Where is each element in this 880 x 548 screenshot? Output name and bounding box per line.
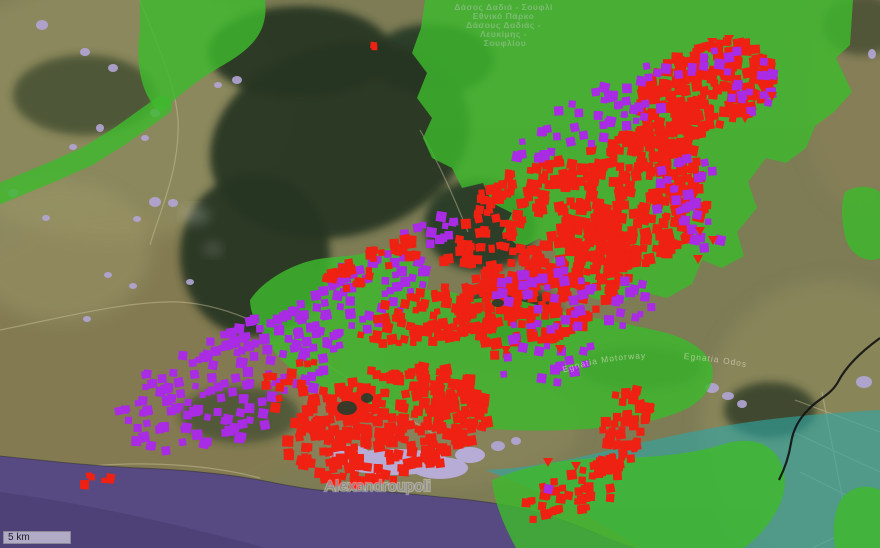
villages-layer <box>8 20 876 451</box>
scale-bar: 5 km <box>3 531 71 544</box>
burn-gaps <box>337 299 504 415</box>
cloud-layer <box>181 206 222 255</box>
border-line <box>778 337 880 481</box>
scale-bar-label: 5 km <box>8 531 30 543</box>
river-corridor-overlay <box>0 96 172 205</box>
fire-markers-layer <box>79 35 779 524</box>
